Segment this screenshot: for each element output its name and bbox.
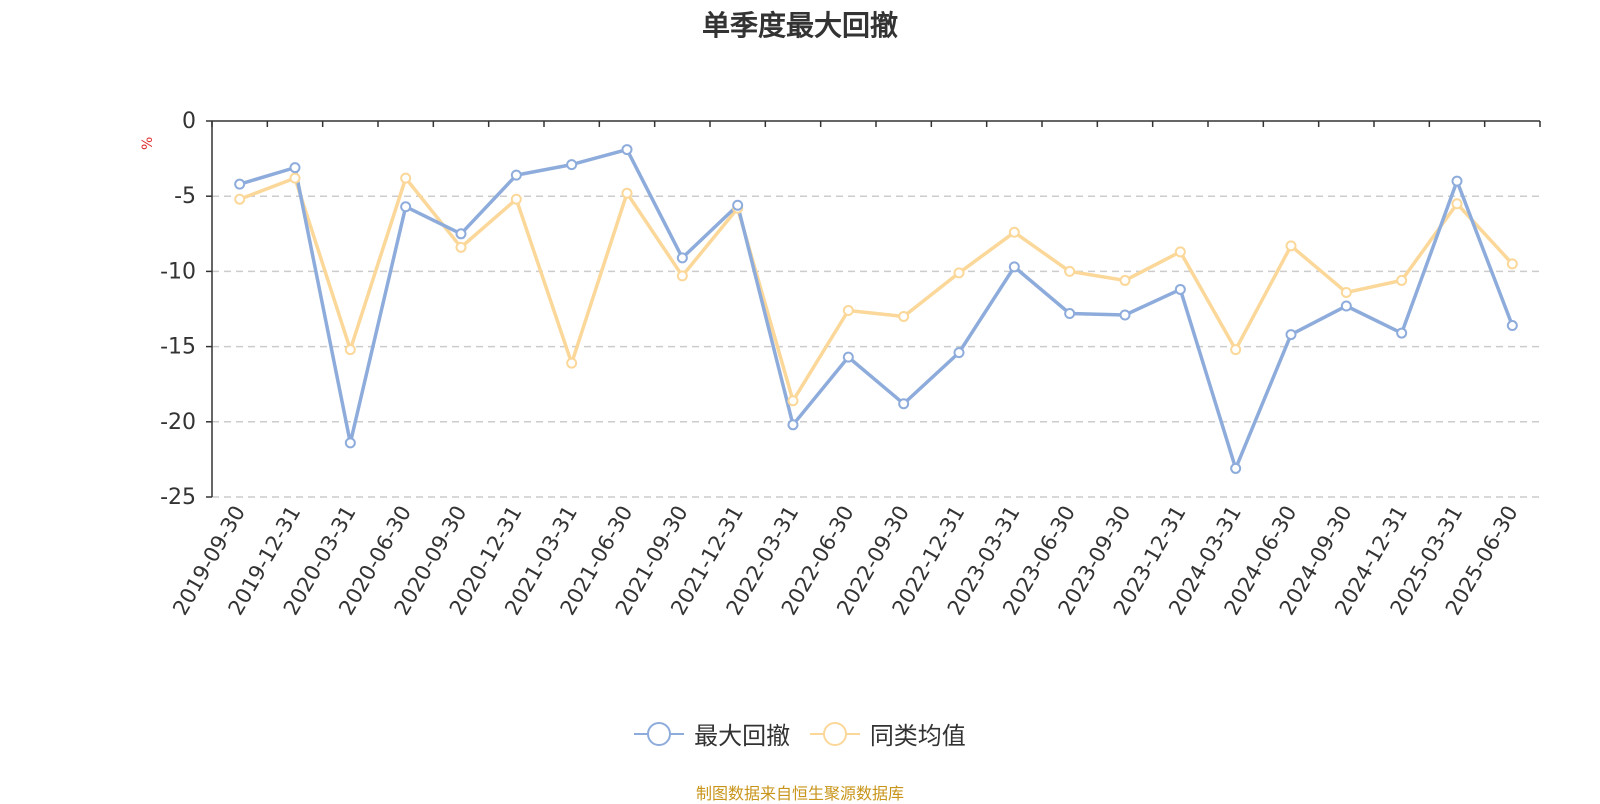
- series-1-point: [400, 172, 412, 184]
- series-0-point: [1064, 308, 1076, 320]
- y-tick-label: -10: [160, 259, 196, 284]
- series-0-point: [1230, 462, 1242, 474]
- series-0-point: [400, 201, 412, 213]
- series-1-point: [1174, 246, 1186, 258]
- series-0-point: [1008, 261, 1020, 273]
- legend-swatch-series-1: [809, 721, 860, 747]
- series-0-point: [455, 228, 467, 240]
- series-0-point: [344, 437, 356, 449]
- chart-title: 单季度最大回撤: [701, 9, 898, 42]
- series-1-point: [234, 193, 246, 205]
- series-1-point: [1506, 258, 1518, 270]
- series-1-point: [455, 241, 467, 253]
- series-0-point: [1340, 300, 1352, 312]
- series-1-point: [289, 172, 301, 184]
- series-1-point: [953, 267, 965, 279]
- series-1-point: [1008, 226, 1020, 238]
- series-1-point: [787, 395, 799, 407]
- legend-label-series-1: 同类均值: [869, 722, 966, 750]
- legend-swatch-series-0: [634, 721, 685, 747]
- legend-label-series-0: 最大回撤: [694, 722, 791, 750]
- legend: 最大回撤 同类均值: [0, 716, 1600, 753]
- series-0-point: [1451, 175, 1463, 187]
- series-1-point: [566, 357, 578, 369]
- series-1-point: [676, 270, 688, 282]
- series-0-point: [621, 144, 633, 156]
- series-1-point: [621, 187, 633, 199]
- series-1-point: [898, 311, 910, 323]
- series-line-1: [239, 176, 1514, 403]
- series-1-point: [344, 344, 356, 356]
- series-0-point: [1174, 283, 1186, 295]
- legend-item-series-0[interactable]: 最大回撤: [634, 716, 790, 751]
- series-0-point: [898, 398, 910, 410]
- series-0-point: [953, 347, 965, 359]
- series-1-point: [842, 305, 854, 317]
- series-0-point: [787, 419, 799, 431]
- series-0-point: [1285, 329, 1297, 341]
- series-0-point: [566, 159, 578, 171]
- series-1-point: [1396, 274, 1408, 286]
- data-source-note: 制图数据来自恒生聚源数据库: [695, 784, 904, 803]
- y-tick-label: -15: [160, 335, 196, 360]
- series-0-point: [732, 199, 744, 211]
- y-tick-label: -25: [160, 485, 196, 510]
- series-0-point: [510, 169, 522, 181]
- series-0-point: [1119, 309, 1131, 321]
- y-tick-label: -5: [174, 184, 196, 209]
- series-0-point: [1506, 320, 1518, 332]
- series-0-point: [289, 162, 301, 174]
- series-0-point: [676, 252, 688, 264]
- series-line-0: [239, 147, 1514, 471]
- series-1-point: [1064, 265, 1076, 277]
- series-1-point: [1230, 344, 1242, 356]
- series-1-point: [1119, 274, 1131, 286]
- series-1-point: [1451, 198, 1463, 210]
- series-0-point: [842, 351, 854, 363]
- series-1-point: [1285, 240, 1297, 252]
- y-tick-label: 0: [182, 109, 196, 134]
- series-0-point: [234, 178, 246, 190]
- series-1-point: [1340, 286, 1352, 298]
- y-tick-label: -20: [160, 410, 196, 435]
- legend-item-series-1[interactable]: 同类均值: [809, 716, 966, 751]
- series-0-point: [1396, 327, 1408, 339]
- series-1-point: [510, 193, 522, 205]
